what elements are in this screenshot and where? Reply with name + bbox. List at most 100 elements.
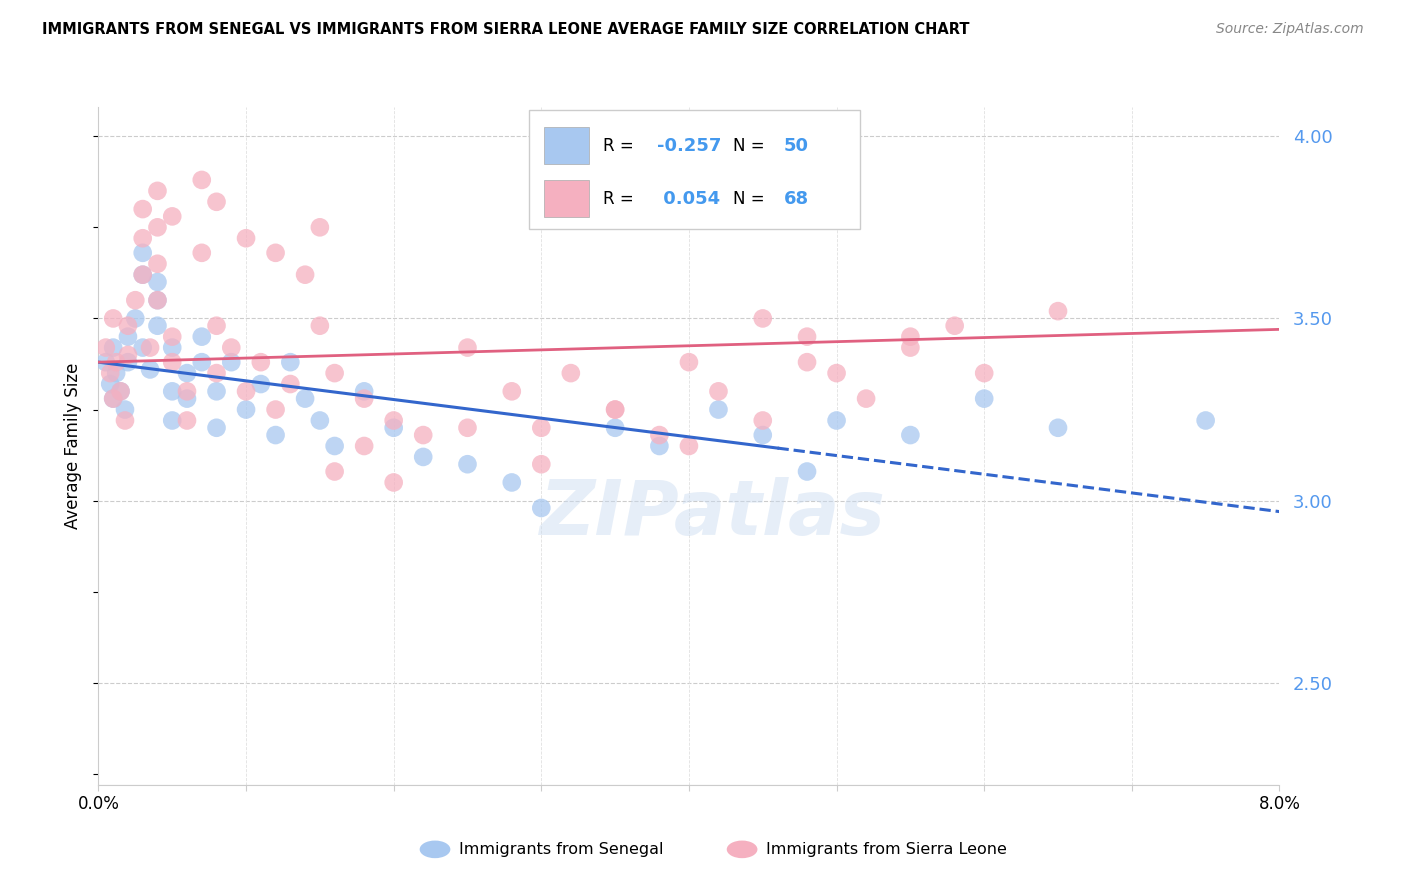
Point	[146, 293, 169, 308]
Point	[235, 384, 257, 399]
Point	[114, 413, 136, 427]
Point	[114, 402, 136, 417]
Point	[752, 311, 775, 326]
FancyBboxPatch shape	[544, 180, 589, 218]
Circle shape	[727, 840, 758, 858]
Point	[309, 413, 332, 427]
Point	[205, 421, 228, 435]
Point	[796, 355, 818, 369]
Point	[382, 475, 405, 490]
Point	[678, 439, 700, 453]
Text: 0.054: 0.054	[657, 190, 720, 208]
Point	[191, 173, 214, 187]
Text: 50: 50	[783, 136, 808, 154]
Point	[560, 366, 582, 380]
Point	[796, 465, 818, 479]
Text: Immigrants from Sierra Leone: Immigrants from Sierra Leone	[766, 842, 1007, 857]
Circle shape	[419, 840, 450, 858]
Text: ZIPatlas: ZIPatlas	[540, 477, 886, 550]
Point	[973, 366, 995, 380]
Point	[132, 245, 155, 260]
Point	[973, 392, 995, 406]
Point	[146, 184, 169, 198]
Point	[132, 231, 155, 245]
Point	[103, 311, 125, 326]
Point	[139, 362, 162, 376]
Point	[412, 450, 434, 464]
Text: IMMIGRANTS FROM SENEGAL VS IMMIGRANTS FROM SIERRA LEONE AVERAGE FAMILY SIZE CORR: IMMIGRANTS FROM SENEGAL VS IMMIGRANTS FR…	[42, 22, 970, 37]
Point	[105, 366, 128, 380]
Point	[162, 413, 183, 427]
Point	[103, 392, 125, 406]
Point	[191, 245, 214, 260]
Point	[235, 231, 257, 245]
Point	[707, 384, 730, 399]
Point	[132, 202, 155, 216]
Point	[103, 392, 125, 406]
Point	[205, 366, 228, 380]
Point	[900, 341, 922, 355]
Text: -0.257: -0.257	[657, 136, 721, 154]
Point	[353, 439, 375, 453]
Point	[501, 475, 523, 490]
Point	[235, 402, 257, 417]
Point	[98, 377, 121, 392]
Point	[162, 329, 183, 343]
Point	[205, 384, 228, 399]
Point	[110, 384, 132, 399]
Point	[825, 366, 848, 380]
Point	[323, 366, 346, 380]
Point	[250, 377, 273, 392]
Point	[1195, 413, 1218, 427]
Point	[162, 341, 183, 355]
Point	[221, 355, 243, 369]
Point	[648, 439, 671, 453]
Text: R =: R =	[603, 136, 638, 154]
Point	[103, 341, 125, 355]
Point	[678, 355, 700, 369]
Point	[412, 428, 434, 442]
Point	[94, 341, 117, 355]
Point	[146, 275, 169, 289]
Point	[110, 384, 132, 399]
Point	[146, 220, 169, 235]
Point	[146, 257, 169, 271]
Text: R =: R =	[603, 190, 638, 208]
Point	[900, 329, 922, 343]
Text: Source: ZipAtlas.com: Source: ZipAtlas.com	[1216, 22, 1364, 37]
Text: N =: N =	[733, 136, 769, 154]
Point	[309, 318, 332, 333]
Point	[530, 500, 553, 515]
Point	[855, 392, 877, 406]
Point	[1046, 421, 1070, 435]
Point	[264, 428, 287, 442]
Point	[264, 402, 287, 417]
Point	[294, 392, 316, 406]
Point	[1046, 304, 1070, 318]
Point	[530, 421, 553, 435]
Point	[132, 268, 155, 282]
Point	[176, 413, 198, 427]
Point	[323, 439, 346, 453]
Point	[250, 355, 273, 369]
Point	[132, 341, 155, 355]
Point	[457, 457, 479, 471]
Point	[162, 384, 183, 399]
Point	[457, 421, 479, 435]
Point	[309, 220, 332, 235]
Point	[221, 341, 243, 355]
FancyBboxPatch shape	[530, 111, 860, 229]
FancyBboxPatch shape	[544, 127, 589, 164]
Point	[139, 341, 162, 355]
Point	[900, 428, 922, 442]
Point	[191, 355, 214, 369]
Point	[117, 348, 139, 362]
Point	[117, 329, 139, 343]
Point	[501, 384, 523, 399]
Point	[117, 318, 139, 333]
Point	[176, 366, 198, 380]
Point	[943, 318, 966, 333]
Point	[124, 311, 146, 326]
Point	[707, 402, 730, 417]
Point	[191, 329, 214, 343]
